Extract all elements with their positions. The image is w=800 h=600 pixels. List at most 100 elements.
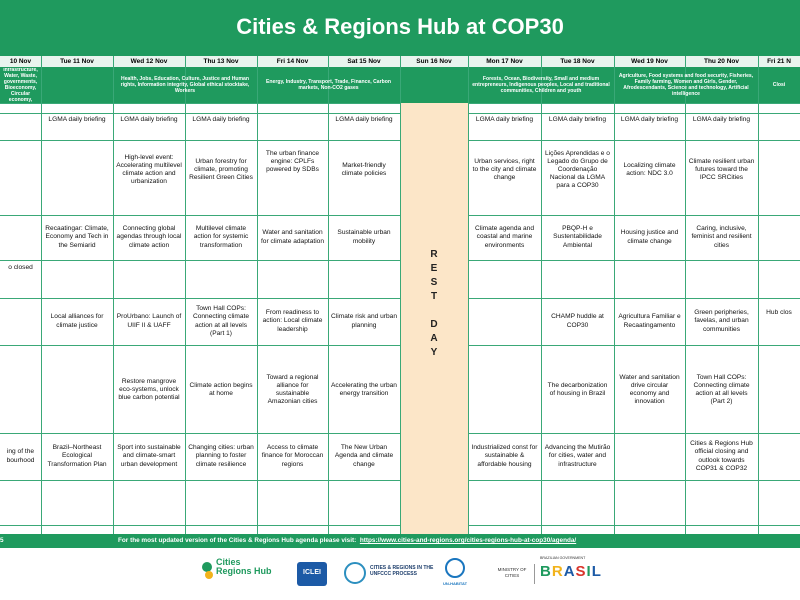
row-divider bbox=[0, 480, 400, 481]
agenda-session: ing of the bourhood bbox=[6, 448, 35, 464]
day-header: Thu 13 Nov bbox=[203, 58, 239, 65]
agenda-session: Hub clos bbox=[766, 308, 792, 316]
rest-day-column: R E S T D A Y bbox=[400, 103, 468, 534]
footer-note: For the most updated version of the Citi… bbox=[118, 537, 357, 544]
agenda-session: Changing cities: urban planning to foste… bbox=[188, 444, 254, 468]
agenda-session: Climate action begins at home bbox=[189, 381, 253, 397]
column-divider bbox=[758, 56, 759, 534]
iclei-logo-text: ICLEI bbox=[303, 569, 321, 576]
column-divider bbox=[185, 56, 186, 534]
agenda-session: LGMA daily briefing bbox=[692, 115, 751, 123]
agenda-session: High-level event: Accelerating multileve… bbox=[116, 153, 182, 186]
column-divider bbox=[41, 56, 42, 534]
day-header: Sat 15 Nov bbox=[347, 58, 381, 65]
agenda-session: Lições Aprendidas e o Legado do Grupo de… bbox=[545, 149, 610, 190]
agenda-session: Localizing climate action: NDC 3.0 bbox=[623, 161, 676, 177]
row-divider bbox=[0, 433, 400, 434]
agenda-session: Climate agenda and coastal and marine en… bbox=[474, 225, 535, 249]
agenda-session: Water and sanitation for climate adaptat… bbox=[260, 229, 325, 245]
row-divider bbox=[468, 525, 800, 526]
agenda-session: Access to climate finance for Moroccan r… bbox=[261, 444, 324, 468]
rest-letter: E bbox=[430, 263, 438, 274]
agenda-session: Industrialized const for sustainable & a… bbox=[471, 444, 538, 468]
agenda-session: Town Hall COPs: Connecting climate actio… bbox=[192, 305, 250, 337]
agenda-session: LGMA daily briefing bbox=[192, 115, 250, 123]
agenda-session: Sustainable urban mobility bbox=[337, 229, 391, 245]
footer-text: For the most updated version of the Citi… bbox=[118, 537, 576, 544]
agenda-session: Multilevel climate action for systemic t… bbox=[193, 225, 249, 249]
agenda-session: CHAMP huddle at COP30 bbox=[551, 313, 604, 329]
row-divider bbox=[468, 260, 800, 261]
topic-header: Forests, Ocean, Biodiversity, Small and … bbox=[472, 75, 610, 95]
row-divider bbox=[0, 113, 400, 114]
agenda-session: Market-friendly climate policies bbox=[341, 161, 387, 177]
agenda-session: Recaatingar: Climate, Economy and Tech i… bbox=[45, 225, 109, 249]
brasil-wordmark: BRASIL bbox=[540, 563, 602, 580]
iclei-logo: ICLEI bbox=[297, 562, 327, 586]
column-divider bbox=[685, 56, 686, 534]
brasil-gov-logo: BRAZILIAN GOVERNMENT BRASIL bbox=[540, 556, 602, 592]
agenda-session: Climate risk and urban planning bbox=[331, 313, 397, 329]
agenda-session: The urban finance engine: CPLFs powered … bbox=[265, 149, 320, 174]
topic-header: Closi bbox=[772, 81, 786, 88]
topic-header: Energy, Industry, Transport, Trade, Fina… bbox=[266, 78, 391, 91]
agenda-session: Sport into sustainable and climate-smart… bbox=[117, 444, 181, 468]
unhabitat-logo-text: UN-HABITAT bbox=[442, 581, 468, 586]
agenda-session: o closed bbox=[8, 263, 33, 271]
agenda-session: LGMA daily briefing bbox=[120, 115, 178, 123]
column-divider bbox=[400, 56, 401, 534]
column-divider bbox=[113, 56, 114, 534]
ministry-logo: MINISTRY OF CITIES bbox=[494, 564, 535, 584]
rest-letter: T bbox=[430, 291, 438, 302]
day-header: Fri 14 Nov bbox=[276, 58, 309, 65]
column-divider bbox=[468, 56, 469, 534]
page-title: Cities & Regions Hub at COP30 bbox=[236, 14, 564, 39]
agenda-session: Housing justice and climate change bbox=[620, 229, 679, 245]
row-divider bbox=[468, 140, 800, 141]
unfccc-logo: CITIES & REGIONS IN THE UNFCCC PROCESS bbox=[344, 560, 434, 588]
agenda-session: The decarbonization of housing in Brazil bbox=[547, 381, 608, 397]
agenda-session: Advancing the Mutirão for cities, water … bbox=[544, 444, 611, 468]
day-header: Thu 20 Nov bbox=[703, 58, 740, 65]
partner-logos: Cities Regions Hub ICLEI CITIES & REGION… bbox=[0, 548, 800, 600]
agenda-session: Connecting global agendas through local … bbox=[116, 225, 182, 249]
agenda-session: Restore mangrove eco-systems, unlock blu… bbox=[118, 377, 180, 402]
topic-header: n, Cities, Infrastructure, Water, Waste,… bbox=[3, 68, 38, 102]
row-divider bbox=[468, 480, 800, 481]
day-header: Tue 11 Nov bbox=[60, 58, 94, 65]
page-number: 5 bbox=[0, 537, 4, 544]
agenda-session: The New Urban Agenda and climate change bbox=[334, 444, 394, 468]
column-divider bbox=[541, 56, 542, 534]
row-divider bbox=[468, 215, 800, 216]
row-divider bbox=[468, 298, 800, 299]
rest-letter: Y bbox=[430, 347, 438, 358]
agenda-link[interactable]: https://www.cities-and-regions.org/citie… bbox=[359, 537, 577, 544]
row-divider bbox=[0, 525, 400, 526]
row-divider bbox=[0, 345, 400, 346]
brasil-gov-text: BRAZILIAN GOVERNMENT bbox=[540, 556, 586, 560]
agenda-session: LGMA daily briefing bbox=[548, 115, 607, 123]
agenda-session: LGMA daily briefing bbox=[48, 115, 106, 123]
day-header: Wed 12 Nov bbox=[130, 58, 168, 65]
agenda-session: Water and sanitation drive circular econ… bbox=[619, 373, 680, 406]
rest-letter: S bbox=[430, 277, 438, 288]
unhabitat-logo: UN-HABITAT bbox=[440, 558, 470, 592]
day-header: Tue 18 Nov bbox=[560, 58, 595, 65]
agenda-session: Urban services, right to the city and cl… bbox=[472, 157, 537, 182]
day-header: Fri 21 N bbox=[767, 58, 791, 65]
agenda-session: Town Hall COPs: Connecting climate actio… bbox=[693, 373, 750, 406]
agenda-session: Cities & Regions Hub official closing an… bbox=[690, 440, 753, 472]
agenda-session: Caring, inclusive, feminist and resilien… bbox=[691, 225, 752, 249]
agenda-session: PBQP-H e Sustentabilidade Ambiental bbox=[553, 225, 602, 249]
agenda-session: ProUrbano: Launch of UIIF II & UAFF bbox=[116, 313, 182, 329]
agenda-session: Urban forestry for climate, promoting Re… bbox=[189, 157, 253, 182]
row-divider bbox=[0, 140, 400, 141]
day-header: Mon 17 Nov bbox=[486, 58, 523, 65]
day-header: Sun 16 Nov bbox=[416, 58, 452, 65]
row-divider bbox=[468, 103, 800, 104]
column-divider bbox=[257, 56, 258, 534]
topic-header: Health, Jobs, Education, Culture, Justic… bbox=[120, 75, 250, 95]
row-divider bbox=[0, 103, 400, 104]
column-divider bbox=[614, 56, 615, 534]
